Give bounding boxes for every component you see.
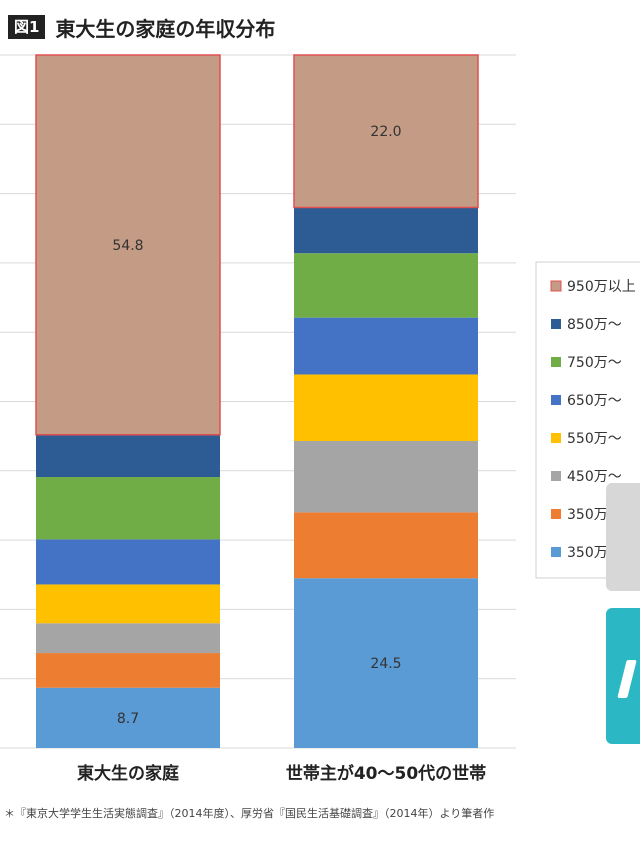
stacked-bar-chart: 8.7 54.8 24.5 22.0 東大生の家庭 世帯主が40～50代の世帯 950万…: [0, 54, 640, 784]
data-label: 54.8: [112, 238, 143, 254]
side-panel-glyph: [617, 660, 637, 698]
legend-swatch: [551, 509, 561, 519]
bar-segment: [293, 54, 479, 209]
bar-segment: [294, 441, 478, 513]
legend-label: 650万～: [567, 393, 622, 409]
bar-segment: [36, 687, 220, 748]
data-label: 22.0: [370, 124, 401, 140]
source-note: ＊『東京大学学生生活実態調査』（2014年度）、厚労省『国民生活基礎調査』（20…: [4, 807, 495, 820]
bar-segment: [294, 253, 478, 318]
bars-group: 8.7 54.8 24.5 22.0: [35, 54, 479, 748]
legend-swatch: [551, 471, 561, 481]
side-panel-teal-button[interactable]: [606, 608, 640, 744]
x-axis-labels: 東大生の家庭 世帯主が40～50代の世帯: [77, 763, 486, 784]
bar-segment: [36, 584, 220, 624]
bar-segment: [36, 434, 220, 478]
legend-label: 550万～: [567, 431, 622, 447]
x-tick-label: 東大生の家庭: [77, 763, 179, 784]
data-label: 8.7: [117, 711, 139, 727]
legend-label: 750万～: [567, 355, 622, 371]
legend-swatch: [551, 357, 561, 367]
legend-swatch: [551, 433, 561, 443]
x-tick-label: 世帯主が40～50代の世帯: [286, 763, 486, 784]
bar-segment: [35, 54, 221, 436]
bar-segment: [36, 477, 220, 540]
chart-header: 図1 東大生の家庭の年収分布: [8, 12, 275, 42]
chart-title: 東大生の家庭の年収分布: [55, 16, 276, 41]
legend-swatch: [551, 547, 561, 557]
bar-segment: [36, 539, 220, 585]
bar-segment: [294, 374, 478, 442]
figure-badge: 図1: [8, 15, 46, 39]
legend-label: 850万～: [567, 317, 622, 333]
bar-segment: [36, 653, 220, 688]
side-panel-gray: [606, 483, 640, 591]
bar-segment: [294, 512, 478, 579]
legend-swatch: [551, 395, 561, 405]
data-label: 24.5: [370, 656, 401, 672]
bar-segment: [36, 623, 220, 654]
bar-segment: [294, 578, 478, 748]
legend-label: 450万～: [567, 469, 622, 485]
legend-label: 950万以上: [567, 279, 636, 295]
legend-swatch: [550, 280, 562, 292]
legend-swatch: [551, 319, 561, 329]
bar-segment: [294, 317, 478, 375]
bar-segment: [294, 207, 478, 254]
